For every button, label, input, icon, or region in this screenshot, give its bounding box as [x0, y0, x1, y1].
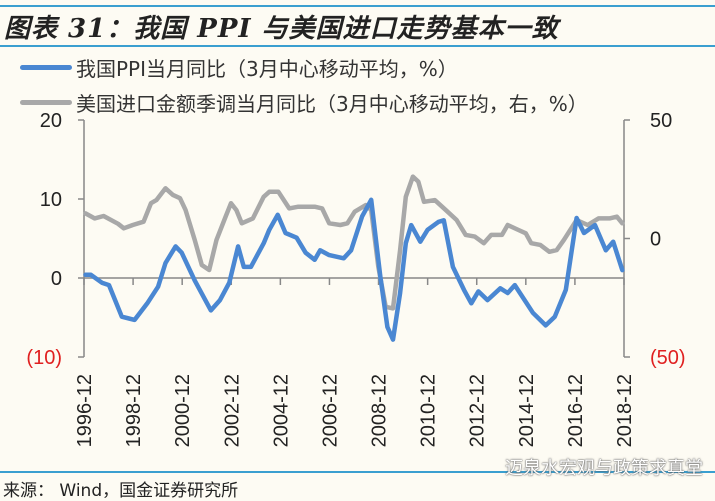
x-tick-label: 2002-12 — [221, 374, 243, 447]
x-tick-label: 2006-12 — [319, 374, 341, 447]
x-tick-label: 2004-12 — [270, 374, 292, 447]
left-tick-label: 10 — [40, 189, 62, 211]
bottom-rule — [0, 471, 715, 473]
x-tick-label: 1998-12 — [123, 374, 145, 447]
left-tick-label: (10) — [26, 347, 62, 369]
x-tick-label: 2018-12 — [614, 374, 636, 447]
x-tick-label: 2016-12 — [565, 374, 587, 447]
right-tick-label: 0 — [650, 229, 661, 251]
chart-title: 图表 31：我国 PPI 与美国进口走势基本一致 — [4, 14, 559, 44]
watermark: 迈泉水宏观与政策求真堂 — [505, 458, 703, 479]
legend-swatch-us-imports — [20, 99, 72, 105]
legend-item-us-imports: 美国进口金额季调当月同比（3月中心移动平均，右，%） — [20, 88, 588, 116]
x-tick-label: 2008-12 — [369, 374, 391, 447]
top-rule — [0, 5, 715, 7]
left-tick-label: 0 — [51, 268, 62, 290]
x-tick-label: 2012-12 — [467, 374, 489, 447]
x-tick-label: 2010-12 — [418, 374, 440, 447]
source-note: 来源： Wind，国金证券研究所 — [3, 481, 239, 501]
left-tick-label: 20 — [40, 110, 62, 132]
series-line-ppi — [83, 197, 625, 342]
title-rule — [0, 45, 715, 47]
legend-label-us-imports: 美国进口金额季调当月同比（3月中心移动平均，右，%） — [76, 91, 588, 116]
x-tick-label: 1996-12 — [74, 374, 96, 447]
right-tick-label: (50) — [650, 347, 686, 369]
legend-label-ppi: 我国PPI当月同比（3月中心移动平均，%） — [76, 56, 458, 81]
legend-swatch-ppi — [20, 64, 72, 70]
right-tick-label: 50 — [650, 110, 672, 132]
x-tick-label: 2014-12 — [516, 374, 538, 447]
x-tick-label: 2000-12 — [172, 374, 194, 447]
legend-item-ppi: 我国PPI当月同比（3月中心移动平均，%） — [20, 53, 458, 81]
series-line-us-imports — [83, 174, 625, 311]
